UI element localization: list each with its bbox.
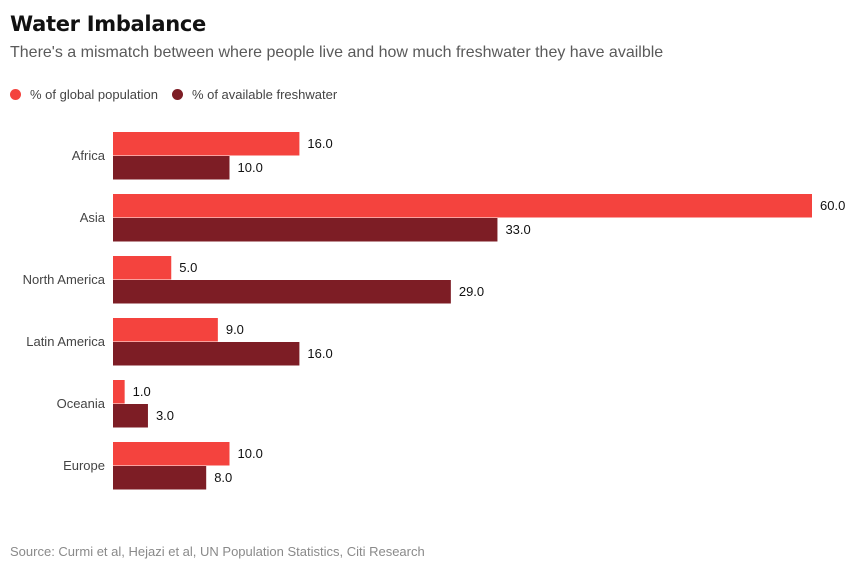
bar-africa-population — [113, 132, 300, 156]
bar-europe-population — [113, 442, 230, 466]
data-label-latin-america-freshwater: 16.0 — [307, 346, 332, 361]
category-label-europe: Europe — [63, 458, 105, 473]
chart-title: Water Imbalance — [10, 12, 206, 36]
data-label-north-america-freshwater: 29.0 — [459, 284, 484, 299]
bar-africa-freshwater — [113, 156, 230, 180]
bar-oceania-population — [113, 380, 125, 404]
bar-north-america-freshwater — [113, 280, 451, 304]
bar-europe-freshwater — [113, 466, 207, 490]
category-label-africa: Africa — [72, 148, 106, 163]
bar-latin-america-freshwater — [113, 342, 300, 366]
bar-asia-freshwater — [113, 218, 498, 242]
data-label-latin-america-population: 9.0 — [226, 322, 244, 337]
legend-label-freshwater: % of available freshwater — [191, 87, 338, 102]
bar-latin-america-population — [113, 318, 218, 342]
data-label-asia-freshwater: 33.0 — [505, 222, 530, 237]
legend-item-freshwater: % of available freshwater — [171, 87, 338, 102]
legend: % of global population % of available fr… — [10, 87, 351, 102]
data-label-oceania-freshwater: 3.0 — [156, 408, 174, 423]
category-label-asia: Asia — [80, 210, 106, 225]
data-label-europe-freshwater: 8.0 — [214, 470, 232, 485]
legend-dot-freshwater — [171, 89, 183, 100]
bar-asia-population — [113, 194, 812, 218]
category-label-north-america: North America — [23, 272, 106, 287]
bar-oceania-freshwater — [113, 404, 148, 428]
data-label-africa-population: 16.0 — [307, 136, 332, 151]
category-label-latin-america: Latin America — [26, 334, 106, 349]
legend-item-population: % of global population — [10, 87, 158, 102]
legend-dot-population — [10, 89, 21, 100]
data-label-africa-freshwater: 10.0 — [238, 160, 263, 175]
chart-subtitle: There's a mismatch between where people … — [10, 44, 664, 61]
data-label-europe-population: 10.0 — [238, 446, 263, 461]
bar-north-america-population — [113, 256, 172, 280]
category-label-oceania: Oceania — [57, 396, 106, 411]
source-note: Source: Curmi et al, Hejazi et al, UN Po… — [10, 544, 425, 559]
data-label-asia-population: 60.0 — [820, 198, 845, 213]
legend-label-population: % of global population — [30, 87, 158, 102]
data-label-oceania-population: 1.0 — [133, 384, 151, 399]
data-label-north-america-population: 5.0 — [179, 260, 197, 275]
